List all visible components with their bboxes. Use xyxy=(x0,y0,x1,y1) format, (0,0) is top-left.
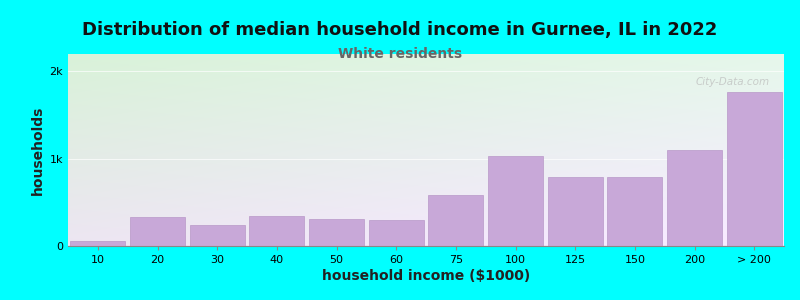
Bar xyxy=(309,219,364,246)
Bar xyxy=(70,241,126,246)
Bar xyxy=(190,225,245,246)
Text: White residents: White residents xyxy=(338,46,462,61)
Bar xyxy=(667,150,722,246)
Y-axis label: households: households xyxy=(31,105,46,195)
Bar xyxy=(369,220,424,246)
Bar xyxy=(250,216,304,246)
Bar xyxy=(726,92,782,246)
Bar xyxy=(130,217,185,246)
Text: City-Data.com: City-Data.com xyxy=(695,77,770,87)
Bar xyxy=(428,195,483,246)
X-axis label: household income ($1000): household income ($1000) xyxy=(322,269,530,283)
Bar xyxy=(607,177,662,246)
Bar xyxy=(548,177,602,246)
Text: Distribution of median household income in Gurnee, IL in 2022: Distribution of median household income … xyxy=(82,21,718,39)
Bar xyxy=(488,156,543,246)
